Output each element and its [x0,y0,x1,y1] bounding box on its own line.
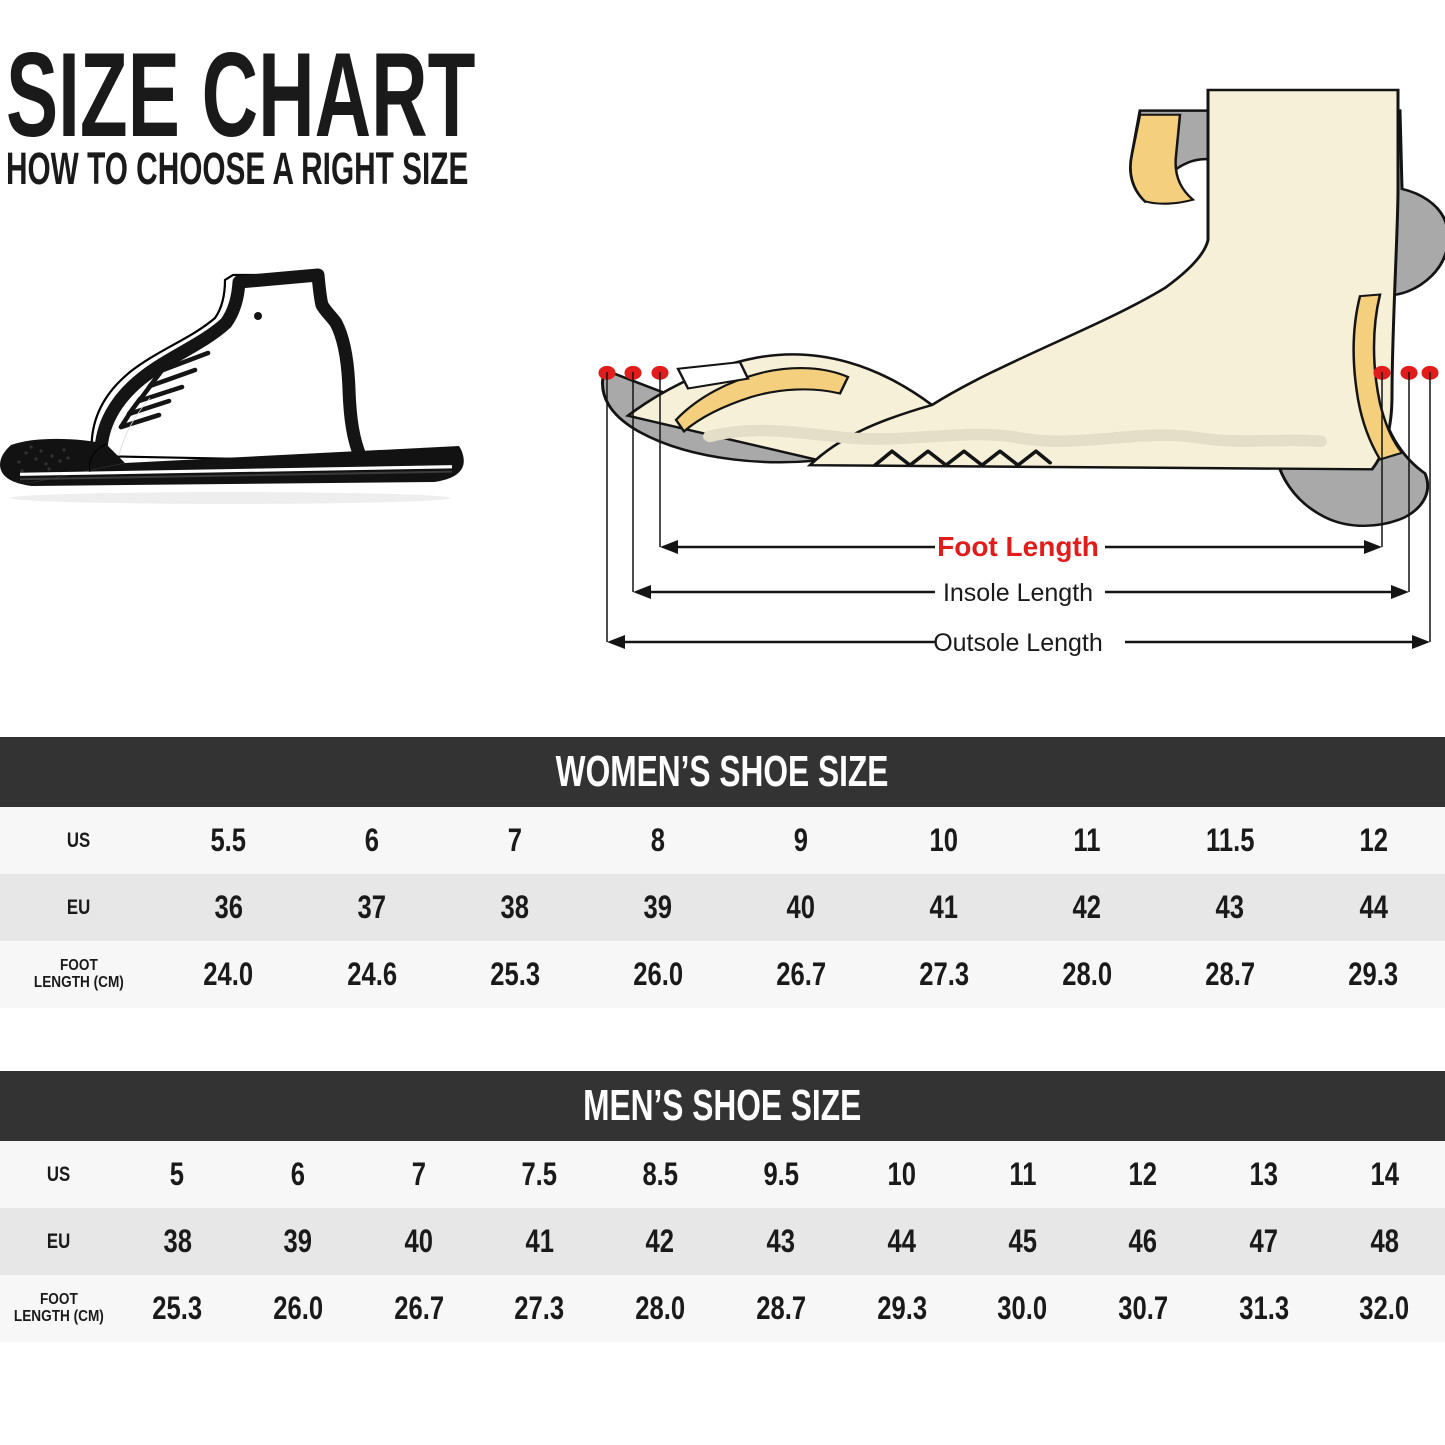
svg-text:Insole Length: Insole Length [943,579,1093,607]
svg-text:Outsole Length: Outsole Length [933,629,1103,657]
svg-text:Foot Length: Foot Length [937,531,1099,562]
